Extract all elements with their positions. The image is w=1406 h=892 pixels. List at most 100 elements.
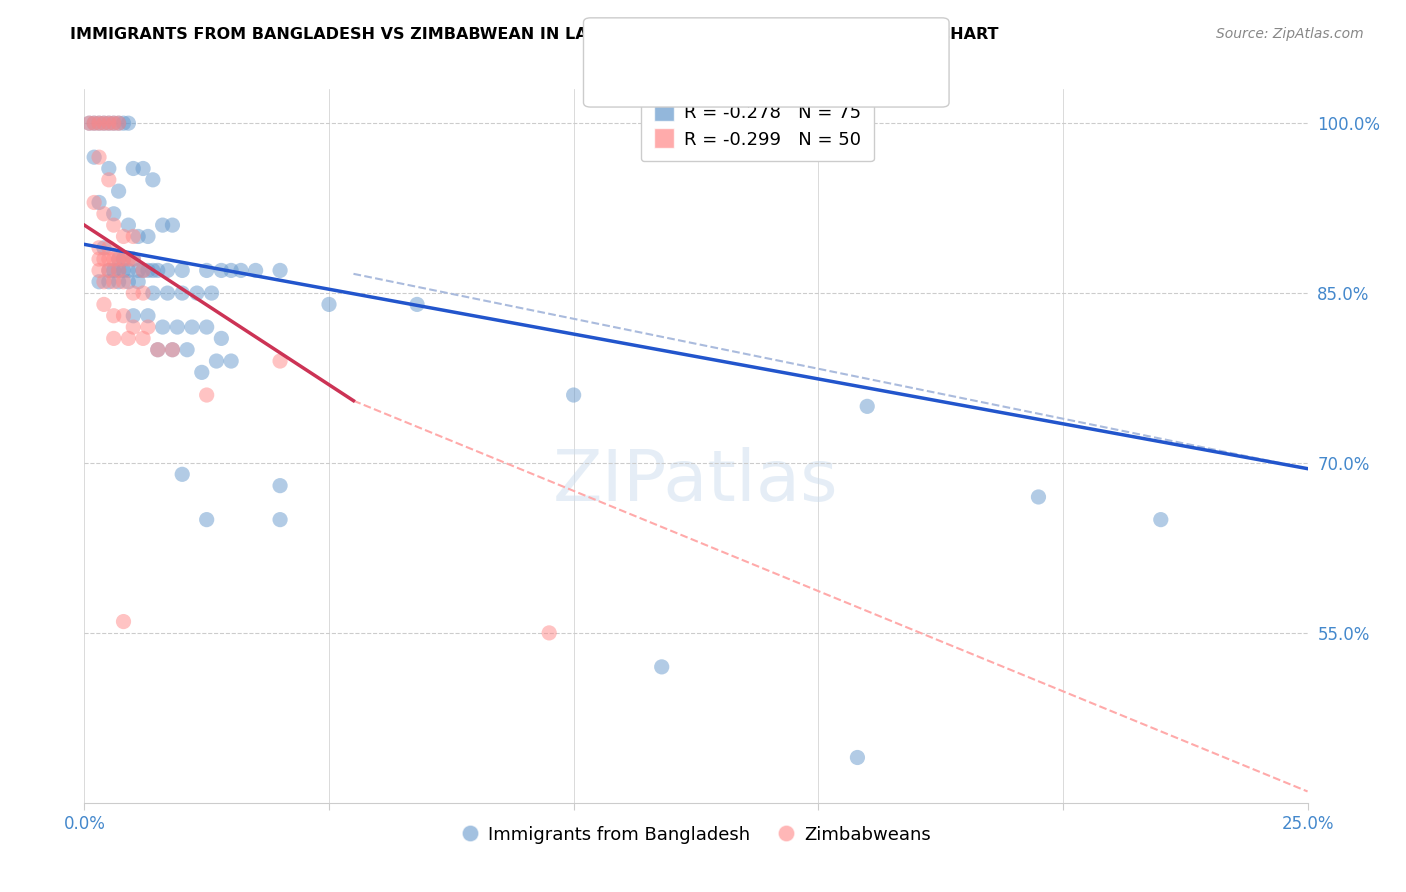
Immigrants from Bangladesh bbox=[846, 750, 869, 764]
Immigrants from Bangladesh bbox=[122, 161, 145, 176]
Zimbabweans bbox=[122, 252, 145, 266]
Text: ZIPatlas: ZIPatlas bbox=[553, 447, 839, 516]
Zimbabweans bbox=[117, 252, 139, 266]
Immigrants from Bangladesh bbox=[107, 116, 129, 130]
Immigrants from Bangladesh bbox=[245, 263, 267, 277]
Zimbabweans bbox=[97, 252, 120, 266]
Immigrants from Bangladesh bbox=[142, 173, 165, 187]
Zimbabweans bbox=[83, 195, 105, 210]
Immigrants from Bangladesh bbox=[93, 116, 115, 130]
Immigrants from Bangladesh bbox=[87, 195, 110, 210]
Zimbabweans bbox=[93, 116, 115, 130]
Immigrants from Bangladesh bbox=[229, 263, 252, 277]
Zimbabweans bbox=[112, 252, 135, 266]
Zimbabweans bbox=[87, 116, 110, 130]
Zimbabweans bbox=[97, 263, 120, 277]
Immigrants from Bangladesh bbox=[406, 297, 429, 311]
Immigrants from Bangladesh bbox=[127, 263, 149, 277]
Zimbabweans bbox=[112, 615, 135, 629]
Immigrants from Bangladesh bbox=[117, 263, 139, 277]
Immigrants from Bangladesh bbox=[107, 263, 129, 277]
Immigrants from Bangladesh bbox=[83, 150, 105, 164]
Immigrants from Bangladesh bbox=[103, 116, 125, 130]
Zimbabweans bbox=[107, 116, 129, 130]
Immigrants from Bangladesh bbox=[562, 388, 585, 402]
Immigrants from Bangladesh bbox=[122, 252, 145, 266]
Immigrants from Bangladesh bbox=[205, 354, 228, 368]
Immigrants from Bangladesh bbox=[152, 218, 174, 232]
Immigrants from Bangladesh bbox=[209, 331, 232, 345]
Immigrants from Bangladesh bbox=[136, 309, 159, 323]
Legend: Immigrants from Bangladesh, Zimbabweans: Immigrants from Bangladesh, Zimbabweans bbox=[454, 819, 938, 851]
Immigrants from Bangladesh bbox=[97, 263, 120, 277]
Immigrants from Bangladesh bbox=[103, 263, 125, 277]
Immigrants from Bangladesh bbox=[269, 478, 291, 492]
Immigrants from Bangladesh bbox=[146, 263, 169, 277]
Immigrants from Bangladesh bbox=[127, 229, 149, 244]
Text: IMMIGRANTS FROM BANGLADESH VS ZIMBABWEAN IN LABOR FORCE | AGE 25-29 CORRELATION : IMMIGRANTS FROM BANGLADESH VS ZIMBABWEAN… bbox=[70, 27, 998, 43]
Zimbabweans bbox=[136, 320, 159, 334]
Zimbabweans bbox=[103, 275, 125, 289]
Immigrants from Bangladesh bbox=[136, 263, 159, 277]
Zimbabweans bbox=[122, 320, 145, 334]
Zimbabweans bbox=[107, 252, 129, 266]
Immigrants from Bangladesh bbox=[176, 343, 198, 357]
Immigrants from Bangladesh bbox=[856, 400, 879, 414]
Zimbabweans bbox=[132, 286, 155, 301]
Immigrants from Bangladesh bbox=[186, 286, 208, 301]
Immigrants from Bangladesh bbox=[162, 343, 184, 357]
Immigrants from Bangladesh bbox=[181, 320, 204, 334]
Immigrants from Bangladesh bbox=[93, 241, 115, 255]
Immigrants from Bangladesh bbox=[172, 286, 194, 301]
Immigrants from Bangladesh bbox=[191, 365, 214, 379]
Zimbabweans bbox=[97, 241, 120, 255]
Zimbabweans bbox=[103, 252, 125, 266]
Immigrants from Bangladesh bbox=[219, 354, 242, 368]
Immigrants from Bangladesh bbox=[219, 263, 242, 277]
Zimbabweans bbox=[87, 252, 110, 266]
Zimbabweans bbox=[117, 331, 139, 345]
Zimbabweans bbox=[132, 331, 155, 345]
Immigrants from Bangladesh bbox=[651, 660, 673, 674]
Immigrants from Bangladesh bbox=[136, 229, 159, 244]
Immigrants from Bangladesh bbox=[318, 297, 340, 311]
Zimbabweans bbox=[269, 354, 291, 368]
Immigrants from Bangladesh bbox=[117, 275, 139, 289]
Immigrants from Bangladesh bbox=[107, 275, 129, 289]
Zimbabweans bbox=[107, 263, 129, 277]
Immigrants from Bangladesh bbox=[195, 513, 218, 527]
Immigrants from Bangladesh bbox=[127, 275, 149, 289]
Immigrants from Bangladesh bbox=[269, 263, 291, 277]
Immigrants from Bangladesh bbox=[103, 207, 125, 221]
Immigrants from Bangladesh bbox=[112, 252, 135, 266]
Immigrants from Bangladesh bbox=[172, 263, 194, 277]
Immigrants from Bangladesh bbox=[195, 263, 218, 277]
Zimbabweans bbox=[112, 309, 135, 323]
Immigrants from Bangladesh bbox=[156, 286, 179, 301]
Immigrants from Bangladesh bbox=[87, 116, 110, 130]
Zimbabweans bbox=[93, 252, 115, 266]
Immigrants from Bangladesh bbox=[107, 184, 129, 198]
Immigrants from Bangladesh bbox=[97, 275, 120, 289]
Zimbabweans bbox=[112, 275, 135, 289]
Zimbabweans bbox=[93, 275, 115, 289]
Immigrants from Bangladesh bbox=[156, 263, 179, 277]
Immigrants from Bangladesh bbox=[117, 116, 139, 130]
Zimbabweans bbox=[93, 207, 115, 221]
Immigrants from Bangladesh bbox=[269, 513, 291, 527]
Zimbabweans bbox=[97, 116, 120, 130]
Zimbabweans bbox=[146, 343, 169, 357]
Zimbabweans bbox=[122, 229, 145, 244]
Zimbabweans bbox=[87, 263, 110, 277]
Zimbabweans bbox=[132, 263, 155, 277]
Immigrants from Bangladesh bbox=[112, 263, 135, 277]
Immigrants from Bangladesh bbox=[200, 286, 222, 301]
Zimbabweans bbox=[122, 286, 145, 301]
Zimbabweans bbox=[112, 229, 135, 244]
Immigrants from Bangladesh bbox=[172, 467, 194, 482]
Text: Source: ZipAtlas.com: Source: ZipAtlas.com bbox=[1216, 27, 1364, 41]
Zimbabweans bbox=[87, 241, 110, 255]
Immigrants from Bangladesh bbox=[97, 161, 120, 176]
Immigrants from Bangladesh bbox=[152, 320, 174, 334]
Immigrants from Bangladesh bbox=[107, 252, 129, 266]
